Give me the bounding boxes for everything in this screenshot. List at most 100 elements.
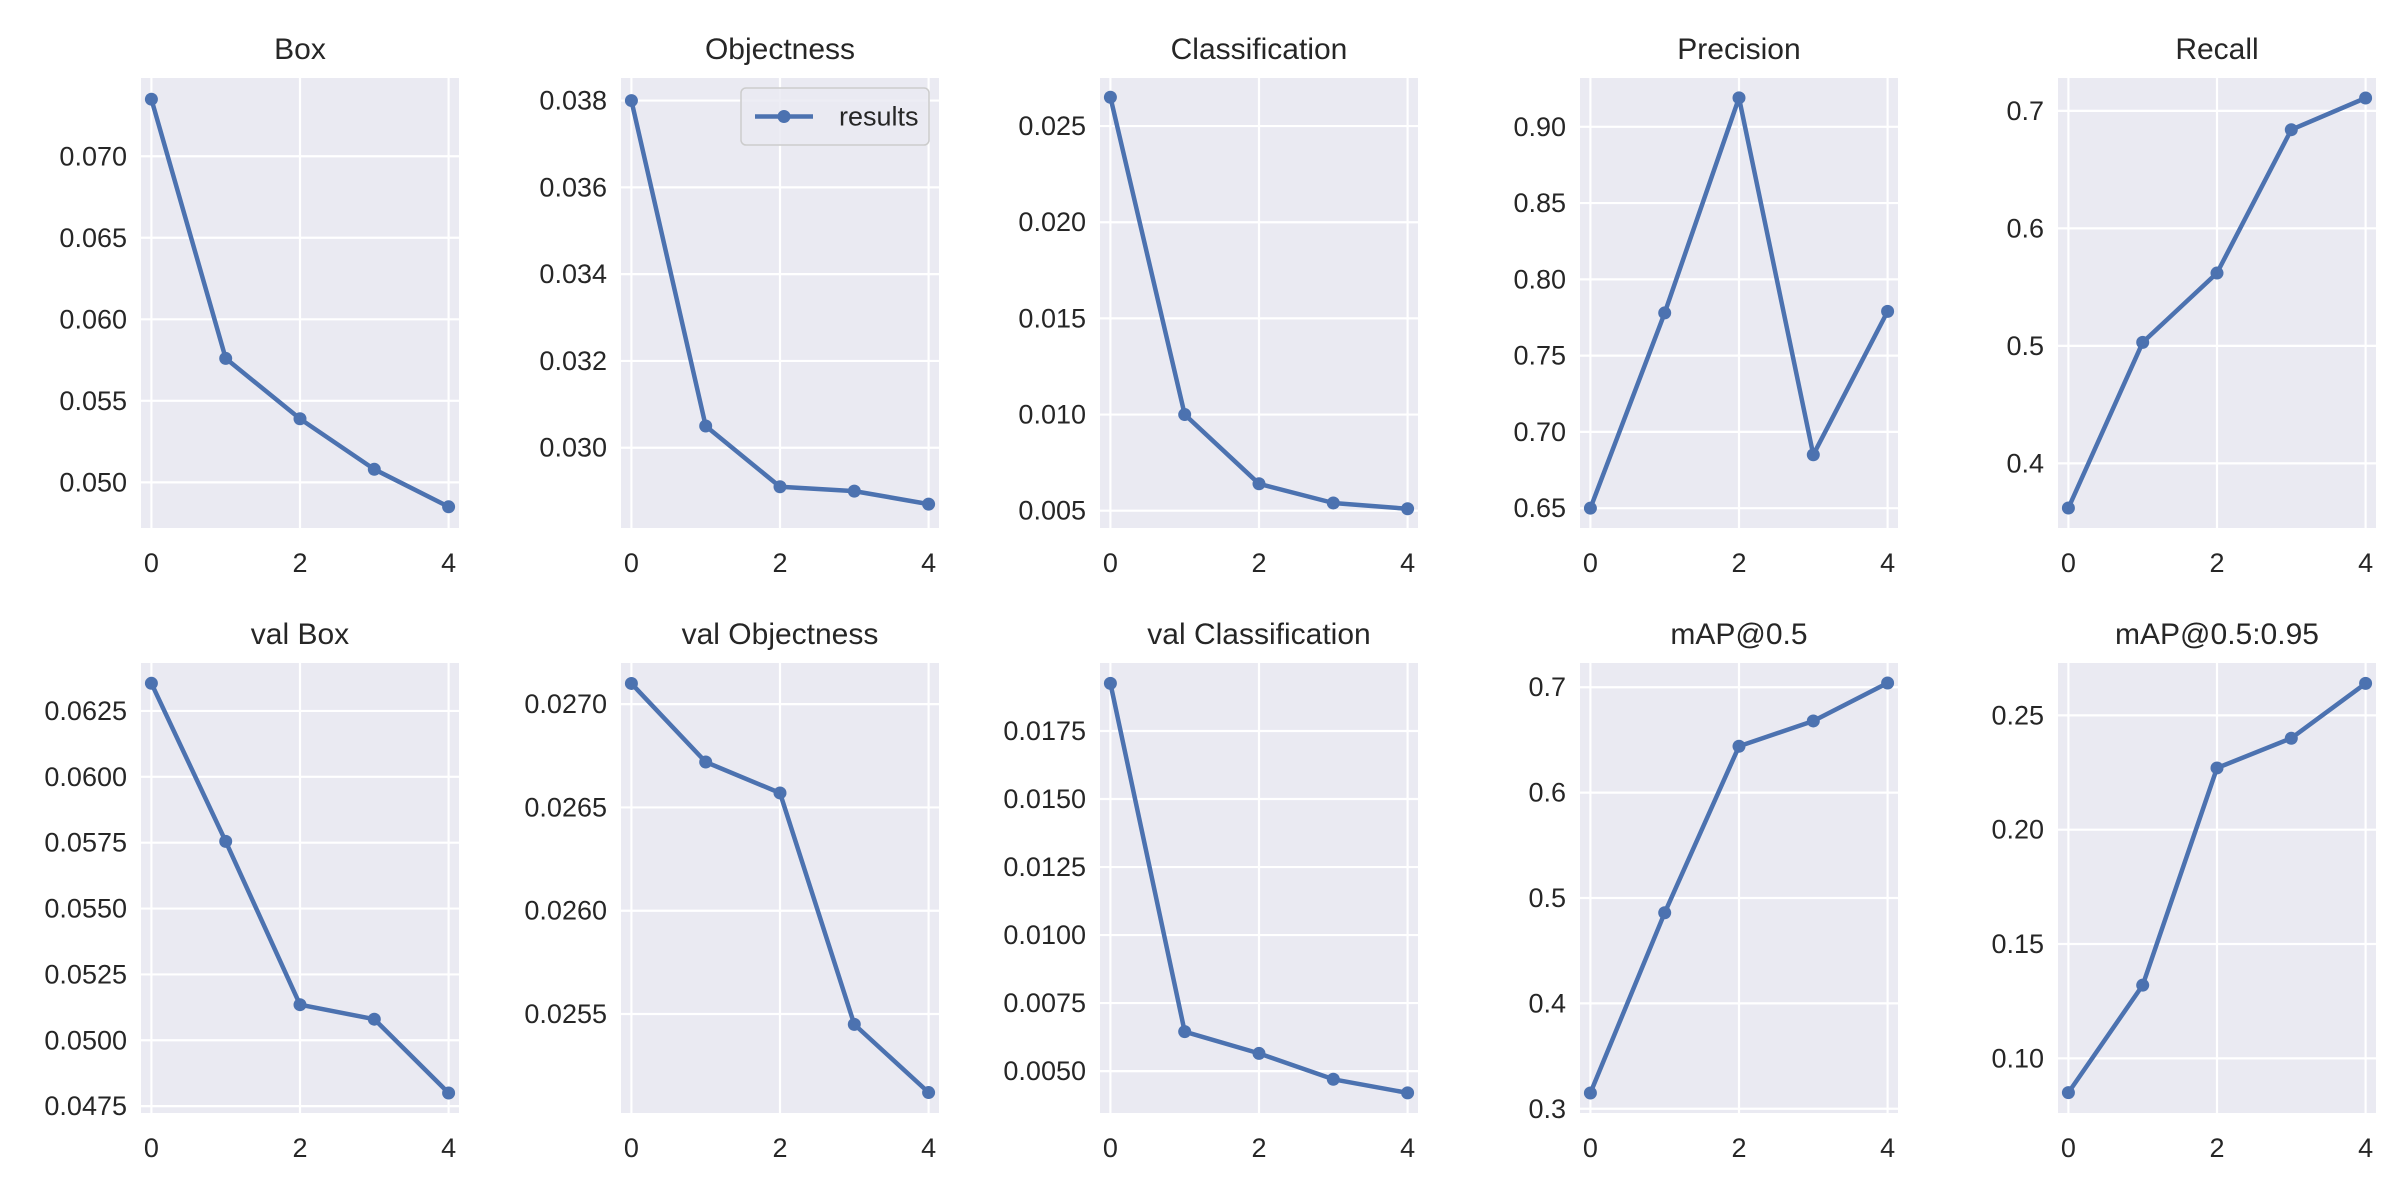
chart-6-point-0: [624, 676, 638, 690]
chart-1-ytick-label-2: 0.034: [539, 259, 607, 289]
chart-9-point-4: [2359, 676, 2373, 690]
chart-6-xtick-label-2: 4: [921, 1133, 936, 1163]
chart-5-xtick-label-1: 2: [292, 1133, 307, 1163]
chart-1-ytick-label-4: 0.038: [539, 86, 607, 116]
chart-2-title: Classification: [1171, 33, 1348, 66]
chart-0-xtick-label-1: 2: [292, 548, 307, 578]
chart-7-ytick-label-5: 0.0175: [1003, 716, 1086, 746]
chart-4-ytick-label-2: 0.6: [2006, 213, 2044, 243]
chart-5-ytick-label-4: 0.0575: [44, 828, 127, 858]
chart-3-ytick-label-3: 0.80: [1513, 264, 1566, 294]
chart-4-ytick-label-0: 0.4: [2006, 448, 2044, 478]
chart-6-xtick-label-1: 2: [772, 1133, 787, 1163]
chart-1-xtick-label-1: 2: [772, 548, 787, 578]
chart-4-point-1: [2136, 335, 2150, 349]
chart-3-xtick-label-0: 0: [1583, 548, 1598, 578]
chart-1-xtick-label-2: 4: [921, 548, 936, 578]
chart-1-xtick-label-0: 0: [624, 548, 639, 578]
chart-4-ytick-label-3: 0.7: [2006, 96, 2044, 126]
chart-2-point-4: [1401, 502, 1415, 516]
chart-3-point-3: [1806, 448, 1820, 462]
chart-0-point-2: [293, 412, 307, 426]
chart-7-xtick-label-0: 0: [1103, 1133, 1118, 1163]
chart-1-ytick-label-0: 0.030: [539, 433, 607, 463]
chart-4-point-0: [2061, 501, 2075, 515]
chart-3-point-4: [1881, 304, 1895, 318]
chart-5-panel: 0.0475 0.0500 0.0525 0.0550 0.0575 0.0600 0.06…: [44, 618, 459, 1163]
chart-7-ytick-label-4: 0.0150: [1003, 784, 1086, 814]
chart-0-ytick-label-1: 0.055: [59, 386, 127, 416]
chart-0-point-3: [367, 462, 381, 476]
chart-7-xtick-label-1: 2: [1251, 1133, 1266, 1163]
chart-3-ytick-label-1: 0.70: [1513, 417, 1566, 447]
chart-6-ytick-label-2: 0.0265: [524, 792, 607, 822]
chart-1-point-4: [922, 497, 936, 511]
chart-6-panel: 0.0255 0.0260 0.0265 0.0270 0 2 4 val Objectnes…: [524, 618, 939, 1163]
chart-5-ytick-label-3: 0.0550: [44, 894, 127, 924]
chart-5-point-2: [293, 998, 307, 1012]
chart-5-point-1: [219, 834, 233, 848]
chart-1-point-0: [624, 94, 638, 108]
chart-7-ytick-label-2: 0.0100: [1003, 920, 1086, 950]
chart-1-title: Objectness: [705, 33, 855, 66]
chart-5-ytick-label-0: 0.0475: [44, 1091, 127, 1121]
chart-4-xtick-label-1: 2: [2209, 548, 2224, 578]
chart-2-point-2: [1252, 477, 1266, 491]
legend-marker-swatch: [777, 110, 791, 123]
chart-1-point-3: [847, 484, 861, 498]
chart-8-title: mAP@0.5: [1670, 618, 1807, 651]
chart-5-point-4: [442, 1086, 456, 1100]
chart-4-point-4: [2359, 91, 2373, 105]
chart-3-panel: 0.65 0.70 0.75 0.80 0.85 0.90 0 2 4 Precision: [1513, 33, 1898, 578]
chart-8-panel: 0.3 0.4 0.5 0.6 0.7 0 2 4 mAP@0.5: [1528, 618, 1898, 1163]
chart-0-xtick-label-0: 0: [144, 548, 159, 578]
chart-7-point-3: [1326, 1072, 1340, 1086]
chart-4-point-2: [2210, 266, 2224, 280]
chart-9-xtick-label-0: 0: [2061, 1133, 2076, 1163]
chart-0-xtick-label-2: 4: [441, 548, 456, 578]
chart-2-ytick-label-2: 0.015: [1018, 303, 1086, 333]
chart-3-title: Precision: [1677, 33, 1800, 66]
chart-9-xtick-label-1: 2: [2209, 1133, 2224, 1163]
chart-2-ytick-label-3: 0.020: [1018, 207, 1086, 237]
chart-8-point-1: [1658, 906, 1672, 920]
chart-2-xtick-label-0: 0: [1103, 548, 1118, 578]
chart-6-ytick-label-3: 0.0270: [524, 689, 607, 719]
chart-9-ytick-label-2: 0.20: [1991, 815, 2044, 845]
chart-8-point-3: [1806, 714, 1820, 728]
chart-6-title: val Objectness: [682, 618, 879, 651]
chart-2-xtick-label-1: 2: [1251, 548, 1266, 578]
chart-8-ytick-label-1: 0.4: [1528, 988, 1566, 1018]
chart-0-title: Box: [274, 33, 326, 66]
chart-1-point-1: [699, 419, 713, 433]
chart-6-ytick-label-0: 0.0255: [524, 999, 607, 1029]
chart-9-panel: 0.10 0.15 0.20 0.25 0 2 4 mAP@0.5:0.95: [1991, 618, 2376, 1163]
legend-box: [740, 87, 930, 146]
chart-5-point-0: [144, 676, 158, 690]
chart-6-xtick-label-0: 0: [624, 1133, 639, 1163]
chart-1-ytick-label-3: 0.036: [539, 172, 607, 202]
legend-label: results: [839, 102, 919, 132]
chart-5-ytick-label-6: 0.0625: [44, 696, 127, 726]
chart-9-point-1: [2136, 978, 2150, 992]
chart-4-ytick-label-1: 0.5: [2006, 331, 2044, 361]
chart-4-xtick-label-2: 4: [2358, 548, 2373, 578]
chart-8-point-0: [1583, 1086, 1597, 1100]
chart-5-point-3: [367, 1012, 381, 1026]
chart-1-ytick-label-1: 0.032: [539, 346, 607, 376]
chart-7-point-2: [1252, 1046, 1266, 1060]
chart-2-xtick-label-2: 4: [1400, 548, 1415, 578]
chart-5-xtick-label-0: 0: [144, 1133, 159, 1163]
chart-7-point-0: [1103, 676, 1117, 690]
chart-8-ytick-label-0: 0.3: [1528, 1094, 1566, 1124]
chart-6-point-3: [847, 1017, 861, 1031]
chart-8-point-4: [1881, 676, 1895, 690]
chart-0-point-0: [144, 92, 158, 106]
chart-6-point-2: [773, 786, 787, 800]
chart-8-ytick-label-4: 0.7: [1528, 672, 1566, 702]
chart-3-ytick-label-2: 0.75: [1513, 341, 1566, 371]
chart-6-ytick-label-1: 0.0260: [524, 896, 607, 926]
chart-9-ytick-label-3: 0.25: [1991, 700, 2044, 730]
